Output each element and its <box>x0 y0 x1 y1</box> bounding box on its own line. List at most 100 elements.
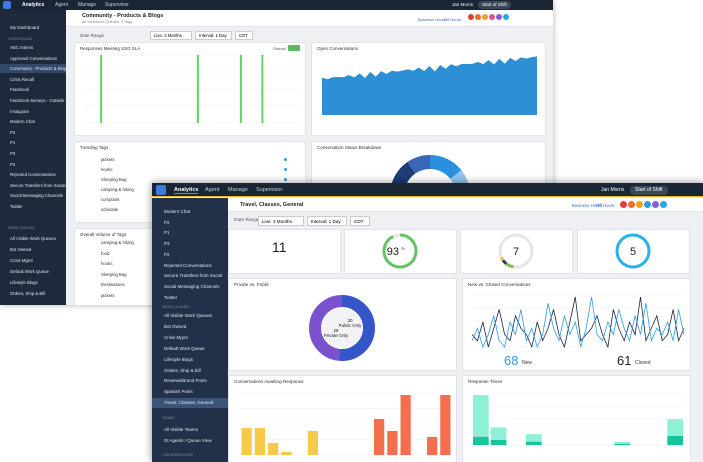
sidebar-item[interactable]: Social Messaging Channels <box>10 193 64 199</box>
filter-select[interactable]: Live: 3 Months <box>150 31 192 40</box>
hours-toggle[interactable]: Off Hours <box>596 203 615 208</box>
card-title: Trending Tags <box>80 145 109 150</box>
sidebar <box>0 10 66 305</box>
sidebar-item[interactable]: Default Work Queue <box>164 345 205 351</box>
page-subtitle: All Workforce Queues, 3 Tags <box>82 20 133 24</box>
sidebar-item[interactable]: Social Messaging Channels <box>164 283 220 289</box>
chart-svg <box>472 392 684 446</box>
sidebar-item[interactable]: Crisis Mgmt <box>10 258 33 263</box>
sidebar-item[interactable]: Rejected Conversations <box>164 262 212 268</box>
sidebar-item[interactable]: Reviews/Brand Posts <box>164 378 207 384</box>
sidebar-section: WORK QUEUES <box>162 305 190 309</box>
toggle-switch <box>288 45 300 51</box>
kpi-value: 93 <box>387 246 399 258</box>
sidebar-item[interactable]: Bot Owned <box>164 323 187 329</box>
shift-button[interactable]: Start of Shift <box>478 1 511 9</box>
sidebar-item[interactable]: Approved Conversations <box>10 55 58 61</box>
header-bar <box>66 10 553 27</box>
sidebar-item[interactable]: Secure Transfers from Social <box>164 273 223 279</box>
filter-select[interactable]: CDT <box>350 216 370 226</box>
nav-tab[interactable]: Supervisor <box>256 187 283 193</box>
sidebar-item[interactable]: Default Work Queue <box>10 269 49 274</box>
tag-name: food <box>101 250 110 256</box>
filter-select[interactable]: Interval: 1 Day <box>195 31 232 40</box>
sidebar-item[interactable]: Secure Transfers from Social <box>10 182 66 188</box>
sidebar-item[interactable]: My Dashboard <box>10 25 40 30</box>
sidebar-item[interactable]: DI Agents / Queue View <box>164 437 212 443</box>
status-ring <box>407 155 431 174</box>
tag-name: Sleeping Bag <box>101 177 127 182</box>
kpi-ring-bg <box>498 233 534 269</box>
area-decoration <box>322 56 537 115</box>
sidebar-item[interactable]: Twitter <box>10 204 23 209</box>
nav-tab[interactable]: Agent <box>55 2 69 8</box>
sidebar-item[interactable]: All Visible Teams <box>164 427 198 432</box>
sidebar-item[interactable]: Facebook Surveys - Outside S... <box>10 98 72 103</box>
sidebar-item[interactable]: Travel, Classes, General <box>164 400 214 406</box>
nav-tab[interactable]: Manage <box>228 187 248 193</box>
sidebar-item[interactable]: Lifestyle Blogs <box>164 356 194 362</box>
bar <box>400 395 411 455</box>
bar <box>254 428 265 455</box>
sidebar-item[interactable]: Twitter <box>164 294 178 300</box>
bar <box>268 443 279 455</box>
sidebar-item[interactable]: P2 <box>164 251 170 257</box>
hours-toggle[interactable]: Off Hours <box>444 17 462 22</box>
sidebar-item[interactable]: All Visible Work Queues <box>164 313 213 318</box>
sidebar-item[interactable]: Modern Chat <box>164 209 191 214</box>
sidebar-item[interactable]: Crisis Mgmt <box>164 334 188 340</box>
sidebar-item[interactable]: Spanish Posts <box>164 389 193 395</box>
sidebar-section: TEAMS <box>162 416 175 420</box>
bar-segment <box>526 434 542 442</box>
sidebar-item[interactable]: Modern Chat <box>10 119 35 125</box>
sidebar-item[interactable]: Facebook <box>10 87 29 93</box>
trend-dot <box>284 158 287 161</box>
card <box>462 375 691 462</box>
sidebar-item[interactable]: Crisis Recall <box>10 76 34 82</box>
hours-toggle[interactable]: Business Hours <box>418 17 447 22</box>
sidebar-item[interactable]: Community - Products & Blogs <box>10 66 69 72</box>
sidebar-item[interactable]: ABC Interns <box>10 45 34 50</box>
bar-segment <box>473 395 489 437</box>
sidebar-item[interactable]: Bot Owned <box>10 247 32 252</box>
nav-tab[interactable]: Analytics <box>22 2 45 8</box>
front-window: Analytics Agent Manage Supervisor Jan Morris… <box>152 183 703 462</box>
kpi-value: 11 <box>272 239 287 255</box>
nav-tab[interactable]: Manage <box>78 2 97 8</box>
filter-select[interactable]: Live: 3 Months <box>258 216 304 226</box>
filter-label: Date Range <box>80 33 105 38</box>
chart-svg <box>240 392 452 456</box>
nav-tab[interactable]: Agent <box>205 187 220 193</box>
top-nav <box>152 183 703 197</box>
nav-tab[interactable]: Analytics <box>174 187 199 194</box>
nav-tab[interactable]: Supervisor <box>105 2 129 8</box>
bar <box>387 431 398 455</box>
hours-toggle[interactable]: Business Hours <box>572 203 603 208</box>
sidebar-section: CONVERSATIONS <box>162 453 193 457</box>
sidebar-item[interactable]: P2 <box>164 219 170 225</box>
sidebar-item[interactable]: P1 <box>10 140 16 146</box>
tag-name: camping & hiking <box>101 187 134 192</box>
filter-select[interactable]: CDT <box>235 31 253 40</box>
line-series <box>471 296 685 349</box>
card-title: Private vs. Public <box>234 282 270 287</box>
sidebar-item[interactable]: Lifestyle Blogs <box>10 280 38 285</box>
sidebar-item[interactable]: P3 <box>164 241 170 247</box>
closed-label: Closed <box>635 360 651 366</box>
sidebar-item[interactable]: P1 <box>164 230 170 236</box>
bar <box>239 55 242 123</box>
sidebar <box>152 198 228 462</box>
sidebar-item[interactable]: Rejected Conversations <box>10 172 56 178</box>
sidebar-item[interactable]: Orders, Ship & Bill <box>164 367 201 373</box>
segment-value: 30 <box>347 318 353 323</box>
sidebar-item[interactable]: P2 <box>10 161 16 167</box>
filter-select[interactable]: Interval: 1 Day <box>307 216 347 226</box>
sidebar-item[interactable]: P2 <box>10 129 16 135</box>
sidebar-item[interactable]: All Visible Work Queues <box>10 236 56 241</box>
sidebar-item[interactable]: Orders, Ship & Bill <box>10 291 46 296</box>
sidebar-item[interactable]: Instagram <box>10 108 30 114</box>
sidebar-item[interactable]: P3 <box>10 151 16 156</box>
avatar <box>468 14 474 20</box>
shift-button[interactable]: Start of Shift <box>630 186 668 195</box>
